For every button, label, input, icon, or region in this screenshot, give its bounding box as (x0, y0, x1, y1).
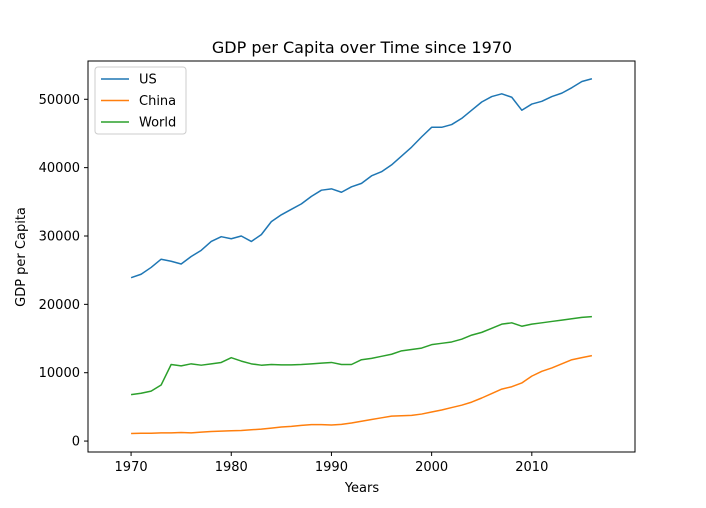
legend: US China World (94, 66, 187, 135)
y-tick-label: 0 (72, 435, 80, 450)
x-tick-label: 2000 (415, 460, 448, 475)
plot-frame (87, 60, 636, 453)
legend-label-china: China (139, 94, 176, 109)
series-line-china (131, 354, 593, 435)
y-tick-label: 40000 (39, 161, 80, 176)
x-tick-label: 2010 (515, 460, 548, 475)
y-tick-label: 10000 (39, 366, 80, 381)
axes: 1970 1980 1990 2000 2010 0 10000 20000 30000 4000… (39, 93, 549, 475)
chart-title: GDP per Capita over Time since 1970 (212, 38, 512, 57)
y-tick-label: 30000 (39, 229, 80, 244)
series-layer (130, 78, 593, 435)
legend-frame (94, 66, 187, 135)
x-tick-label: 1970 (115, 460, 148, 475)
y-tick-label: 20000 (39, 298, 80, 313)
series-line-us (130, 78, 593, 279)
x-axis-label: Years (344, 481, 380, 496)
x-tick-label: 1980 (215, 460, 248, 475)
y-tick-label: 50000 (39, 93, 80, 108)
x-tick-label: 1990 (315, 460, 348, 475)
legend-label-world: World (139, 116, 176, 131)
legend-label-us: US (139, 73, 157, 88)
series-line-world (130, 315, 592, 396)
y-axis-label: GDP per Capita (14, 207, 29, 307)
